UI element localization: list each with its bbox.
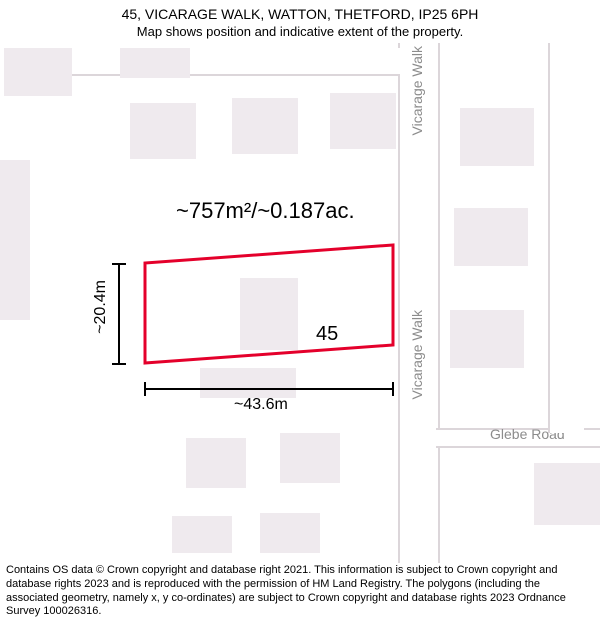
dim-vertical-tick-bottom — [112, 363, 126, 365]
page-title: 45, VICARAGE WALK, WATTON, THETFORD, IP2… — [0, 6, 600, 22]
dim-vertical-line — [118, 264, 120, 364]
dim-horizontal-line — [145, 388, 393, 390]
page-subtitle: Map shows position and indicative extent… — [0, 24, 600, 39]
dim-horizontal-label: ~43.6m — [234, 396, 288, 414]
page: 45, VICARAGE WALK, WATTON, THETFORD, IP2… — [0, 0, 600, 625]
dim-horizontal-tick-right — [392, 382, 394, 396]
dim-horizontal-tick-left — [144, 382, 146, 396]
dim-vertical-tick-top — [112, 263, 126, 265]
plot-number-label: 45 — [316, 323, 338, 346]
map-canvas: Vicarage Walk Vicarage Walk Glebe Road 4… — [0, 48, 600, 553]
plot-outline — [0, 48, 600, 553]
dim-vertical-label: ~20.4m — [92, 280, 110, 334]
area-label: ~757m²/~0.187ac. — [176, 198, 355, 224]
footer-copyright: Contains OS data © Crown copyright and d… — [6, 564, 594, 619]
